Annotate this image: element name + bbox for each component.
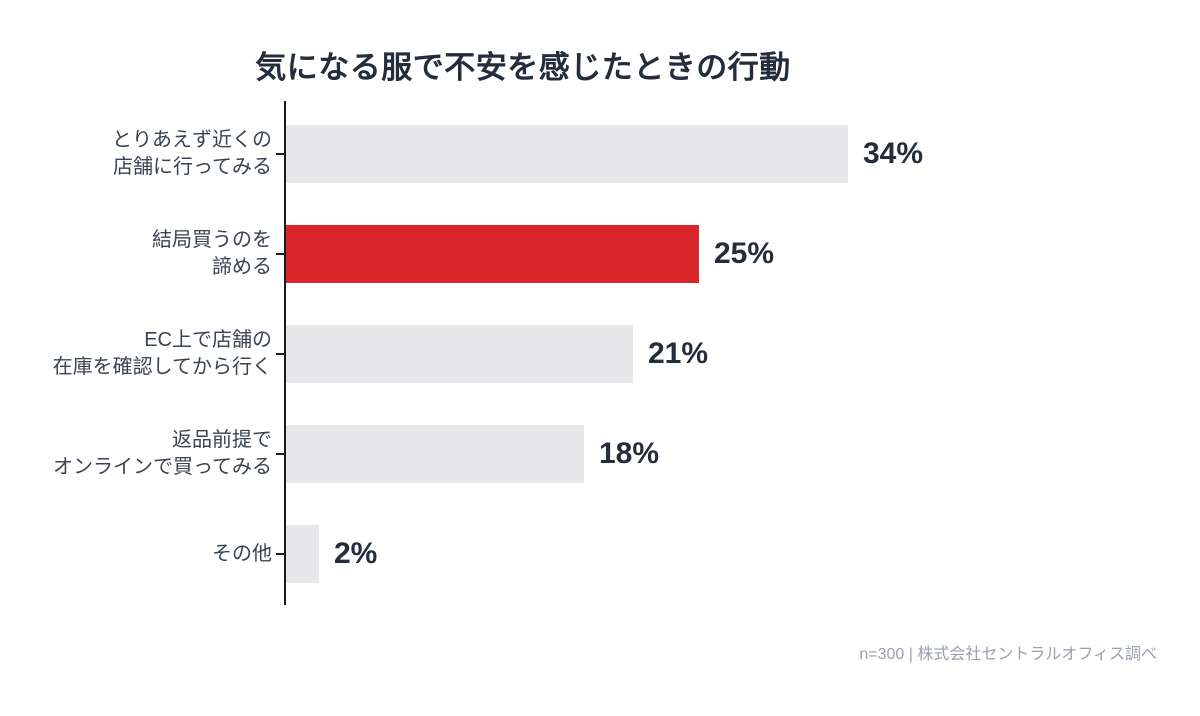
bar-value-label: 18% xyxy=(599,437,660,470)
category-label-line: EC上で店舗の xyxy=(144,329,272,351)
category-label-line: オンラインで買ってみる xyxy=(53,456,272,478)
category-label: その他 xyxy=(212,541,272,568)
bar-value-label: 25% xyxy=(714,237,775,270)
axis-tick xyxy=(276,553,284,555)
axis-tick xyxy=(276,253,284,255)
bar-value-label: 34% xyxy=(863,137,924,170)
bar-value-label: 21% xyxy=(648,337,709,370)
axis-tick xyxy=(276,153,284,155)
category-label: 結局買うのを諦める xyxy=(152,227,272,281)
bar xyxy=(286,225,699,283)
bar xyxy=(286,525,319,583)
axis-tick xyxy=(276,353,284,355)
category-label: 返品前提でオンラインで買ってみる xyxy=(53,427,272,481)
y-axis-line xyxy=(284,101,286,605)
bar xyxy=(286,425,584,483)
category-label-line: 諦める xyxy=(212,256,272,278)
bar xyxy=(286,125,848,183)
bar-value-label: 2% xyxy=(334,537,378,570)
category-label-line: 店舗に行ってみる xyxy=(113,156,272,178)
category-label-line: 結局買うのを xyxy=(152,229,272,251)
source-note: n=300 | 株式会社セントラルオフィス調べ xyxy=(859,646,1157,663)
category-label-line: 返品前提で xyxy=(172,429,272,451)
category-label: EC上で店舗の在庫を確認してから行く xyxy=(53,327,272,381)
bar xyxy=(286,325,633,383)
category-label-line: その他 xyxy=(212,542,272,565)
axis-tick xyxy=(276,453,284,455)
category-label-line: 在庫を確認してから行く xyxy=(52,356,272,378)
chart-title: 気になる服で不安を感じたときの行動 xyxy=(255,50,791,85)
category-label-line: とりあえず近くの xyxy=(112,129,272,151)
category-label: とりあえず近くの 店舗に行ってみる xyxy=(112,127,272,181)
